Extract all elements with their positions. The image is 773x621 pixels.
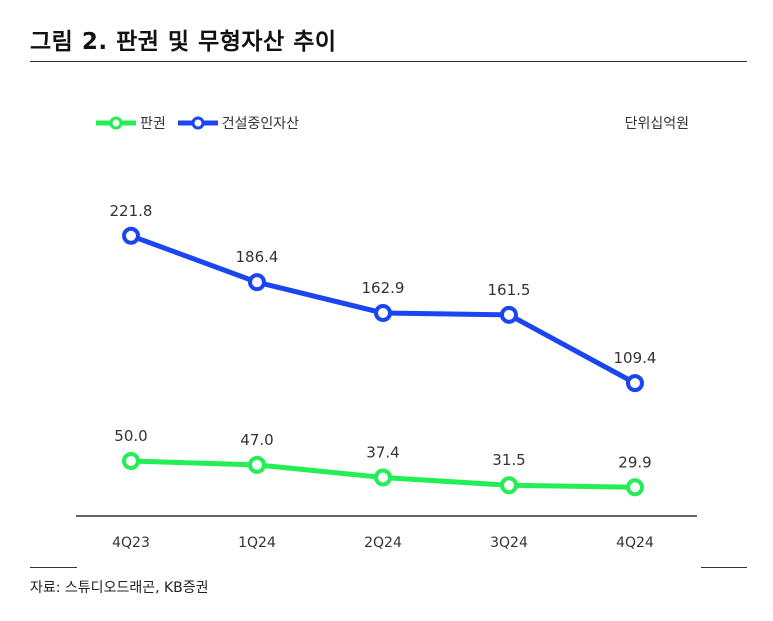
data-label-series-0: 47.0 [240,431,273,449]
data-point-series-1 [374,303,392,322]
legend-item-series-0: 판권 [96,113,166,133]
legend-dot-series-1 [191,116,205,130]
chart-legend: 판권 건설중인자산 [96,113,299,133]
x-tick-label: 4Q24 [616,535,654,551]
data-label-series-0: 37.4 [366,443,399,461]
data-label-series-0: 50.0 [114,427,147,445]
data-label-series-0: 29.9 [618,453,651,471]
source-divider-left [30,567,77,568]
data-point-series-0 [500,476,518,495]
data-point-series-1 [500,305,518,324]
data-point-series-1 [248,273,266,292]
data-point-series-0 [248,455,266,474]
legend-label-series-1: 건설중인자산 [221,116,300,132]
data-label-series-1: 162.9 [362,279,405,297]
legend-marker-series-0 [96,116,136,130]
data-point-series-0 [626,478,644,497]
data-label-series-1: 186.4 [236,248,279,266]
figure-title: 그림 2. 판권 및 무형자산 추이 [30,29,337,55]
data-point-series-1 [626,374,644,393]
data-label-series-0: 31.5 [492,451,525,469]
x-tick-label: 1Q24 [238,535,276,551]
x-tick-label: 3Q24 [490,535,528,551]
data-point-series-1 [122,226,140,245]
data-label-series-1: 221.8 [110,202,153,220]
legend-item-series-1: 건설중인자산 [177,113,300,133]
source-note: 자료: 스튜디오드래곤, KB증권 [30,580,209,596]
x-tick-label: 2Q24 [364,535,402,551]
data-point-series-0 [374,468,392,487]
legend-label-series-0: 판권 [140,116,166,132]
x-tick-label: 4Q23 [112,535,150,551]
title-divider [30,61,747,62]
legend-marker-series-1 [177,116,218,130]
unit-label: 단위십억원 [624,116,689,132]
data-label-series-1: 161.5 [488,281,531,299]
legend-dot-series-0 [109,116,123,130]
source-divider-right [701,567,747,568]
data-label-series-1: 109.4 [614,349,657,367]
data-point-series-0 [122,451,140,470]
